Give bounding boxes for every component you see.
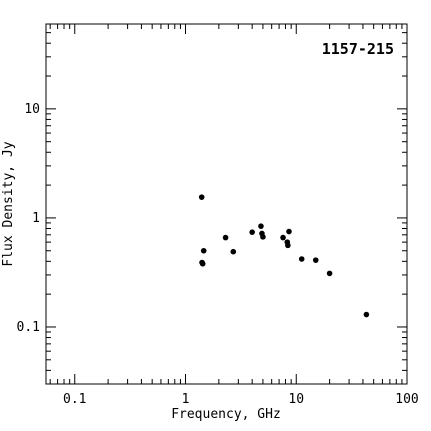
- chart-title: 1157-215: [322, 40, 394, 58]
- x-tick-labels: 0.1 1 10 100: [63, 392, 419, 407]
- data-point: [260, 234, 266, 240]
- data-point: [298, 256, 305, 262]
- y-axis-label: Flux Density, Jy: [1, 141, 16, 266]
- data-point: [312, 257, 319, 263]
- y-tick-label: 0.1: [17, 320, 40, 335]
- data-point: [249, 229, 255, 235]
- data-point: [222, 234, 229, 241]
- x-tick-label: 100: [395, 392, 418, 407]
- data-point: [230, 248, 237, 255]
- y-tick-label: 1: [32, 211, 40, 226]
- data-point: [200, 247, 207, 254]
- data-points: [198, 194, 370, 318]
- x-tick-label: 0.1: [63, 392, 86, 407]
- data-point: [198, 194, 205, 200]
- minor-ticks: [46, 23, 407, 385]
- x-tick-label: 1: [182, 392, 190, 407]
- data-point: [280, 234, 286, 241]
- data-point: [363, 311, 370, 318]
- data-point: [258, 223, 264, 229]
- data-point: [286, 228, 292, 235]
- data-point: [326, 270, 333, 277]
- plot-frame: [45, 23, 408, 385]
- x-axis-label: Frequency, GHz: [171, 407, 281, 422]
- major-ticks: [46, 24, 408, 384]
- y-tick-label: 10: [24, 102, 40, 117]
- x-tick-label: 10: [288, 392, 304, 407]
- data-point: [285, 242, 291, 249]
- data-point: [199, 260, 206, 267]
- y-tick-labels: 0.1 1 10: [17, 102, 40, 335]
